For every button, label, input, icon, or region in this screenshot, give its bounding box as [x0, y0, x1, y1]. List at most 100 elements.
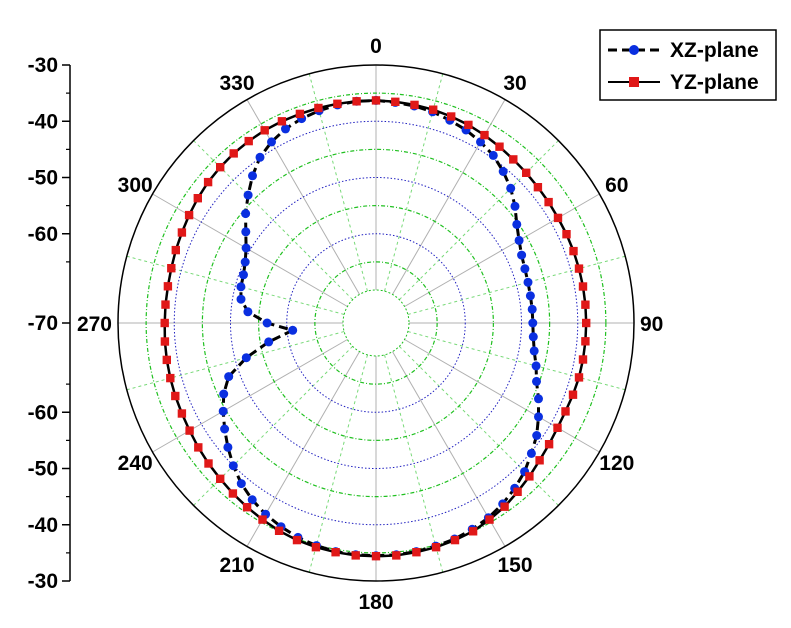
- data-point-xz: [510, 201, 520, 211]
- data-point-yz: [160, 337, 170, 346]
- data-point-xz: [243, 307, 253, 317]
- minor-radial-line: [398, 345, 559, 506]
- minor-radial-line: [308, 354, 368, 573]
- data-point-xz: [236, 282, 246, 292]
- radial-tick-label: -60: [28, 223, 58, 246]
- radial-tick-label: -40: [28, 514, 58, 537]
- angle-tick-label: 180: [358, 591, 393, 614]
- data-point-yz: [553, 213, 563, 223]
- data-point-xz: [526, 448, 536, 458]
- angle-tick-label: 300: [118, 174, 153, 197]
- data-point-yz: [562, 230, 571, 239]
- data-point-xz: [525, 291, 535, 301]
- data-point-yz: [229, 149, 238, 158]
- data-point-yz: [447, 112, 456, 121]
- angle-tick-label: 270: [77, 313, 112, 336]
- angle-tick-label: 90: [640, 313, 663, 336]
- data-point-xz: [241, 353, 251, 363]
- minor-radial-line: [126, 255, 345, 315]
- angle-tick-labels: 0 30 60 90 120 150 180 210 240 270 300 330: [77, 35, 663, 614]
- minor-radial-line: [407, 331, 626, 391]
- data-point-xz: [528, 332, 538, 342]
- data-point-xz: [247, 495, 257, 505]
- data-point-yz: [171, 245, 180, 255]
- legend: XZ-plane YZ-plane: [599, 29, 777, 101]
- major-grid-circle: [286, 233, 466, 413]
- angle-tick-label: 60: [605, 174, 628, 197]
- data-point-xz: [534, 394, 543, 404]
- data-point-xz: [243, 190, 253, 200]
- radial-tick-label: -30: [28, 54, 58, 77]
- data-point-yz: [167, 264, 176, 273]
- data-point-yz: [582, 318, 591, 328]
- major-grid-circle: [230, 177, 522, 469]
- series-line-xz: [221, 98, 540, 558]
- data-point-xz: [531, 361, 541, 371]
- data-point-yz: [485, 515, 494, 524]
- data-point-yz: [184, 210, 194, 220]
- data-point-yz: [410, 100, 419, 110]
- data-point-yz: [171, 391, 180, 401]
- major-radial-line: [152, 339, 348, 453]
- data-point-yz: [203, 177, 213, 187]
- data-point-xz: [228, 461, 238, 471]
- data-point-xz: [248, 171, 257, 181]
- data-point-yz: [333, 99, 342, 108]
- data-point-yz: [581, 337, 590, 346]
- data-point-yz: [185, 426, 194, 435]
- data-point-xz: [220, 424, 230, 434]
- data-point-yz: [561, 407, 570, 416]
- data-point-yz: [351, 551, 360, 560]
- data-point-xz: [523, 277, 533, 287]
- data-point-xz: [476, 137, 485, 147]
- legend-marker-yz: [629, 77, 639, 87]
- data-point-xz: [218, 406, 228, 416]
- major-radial-line: [404, 339, 600, 453]
- data-point-yz: [412, 548, 421, 557]
- data-point-xz: [512, 219, 522, 229]
- angle-tick-label: 210: [219, 554, 254, 577]
- angle-tick-label: 330: [219, 72, 254, 95]
- data-point-yz: [371, 96, 381, 105]
- data-point-yz: [544, 440, 554, 449]
- outer-circle: [117, 64, 635, 582]
- minor-radial-line: [126, 331, 345, 391]
- radial-tick-label: -40: [28, 110, 58, 133]
- data-point-yz: [578, 282, 588, 291]
- data-point-yz: [509, 155, 518, 164]
- polar-grid: [117, 64, 635, 582]
- data-point-yz: [160, 318, 169, 328]
- data-point-xz: [532, 431, 542, 440]
- data-point-yz: [544, 197, 553, 207]
- data-point-yz: [525, 472, 534, 481]
- data-point-yz: [371, 552, 381, 561]
- data-point-xz: [241, 243, 251, 253]
- minor-radial-line: [398, 140, 559, 301]
- minor-grid-circle: [201, 148, 551, 498]
- data-point-xz: [241, 227, 251, 237]
- data-point-yz: [495, 142, 504, 151]
- data-point-yz: [166, 373, 175, 383]
- data-point-yz: [464, 120, 473, 130]
- data-point-xz: [514, 235, 524, 245]
- data-point-yz: [331, 548, 340, 557]
- inner-grid-circle: [342, 289, 410, 357]
- data-point-yz: [535, 456, 544, 465]
- angle-tick-label: 120: [599, 452, 634, 475]
- data-point-yz: [277, 117, 287, 126]
- data-point-xz: [534, 412, 543, 422]
- data-point-xz: [240, 257, 250, 267]
- data-point-xz: [517, 250, 527, 260]
- data-point-xz: [236, 294, 246, 304]
- data-point-yz: [569, 246, 578, 256]
- data-point-xz: [532, 376, 541, 386]
- data-point-yz: [513, 487, 522, 496]
- data-point-xz: [288, 325, 298, 335]
- data-point-yz: [292, 535, 302, 545]
- data-point-yz: [522, 168, 531, 177]
- data-point-yz: [581, 300, 590, 309]
- data-point-yz: [480, 130, 489, 140]
- data-point-yz: [193, 194, 202, 203]
- data-point-yz: [295, 109, 305, 119]
